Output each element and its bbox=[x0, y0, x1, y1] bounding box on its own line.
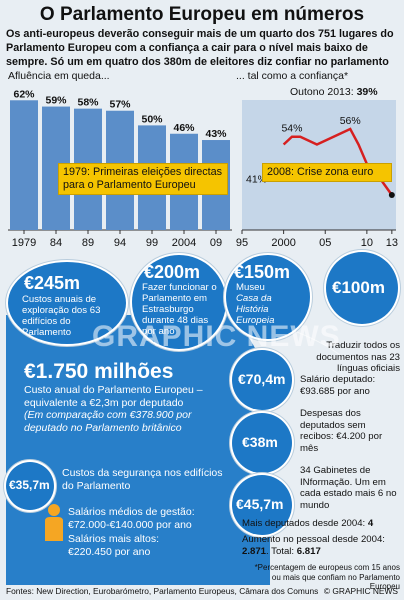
trust-point-label: 41% bbox=[246, 173, 267, 185]
extra-deputies: Mais deputados desde 2004: 4 bbox=[242, 518, 402, 530]
trust-tick-label: 95 bbox=[236, 237, 248, 249]
circle-245m: €245m Custos anuais de exploração dos 63… bbox=[8, 262, 126, 344]
circle-70m-value: €70,4m bbox=[238, 371, 286, 387]
trust-tick-label: 10 bbox=[361, 237, 373, 249]
circle-45m: €45,7m bbox=[232, 475, 292, 535]
turnout-tick-label: 99 bbox=[146, 237, 158, 249]
trust-latest-value: 39% bbox=[356, 86, 378, 98]
trust-point-label: 56% bbox=[340, 115, 361, 127]
staff-increase: Aumento no pessoal desde 2004: 2.871. To… bbox=[242, 534, 402, 557]
note-45m: 34 Gabinetes de INformação. Um em cada e… bbox=[300, 465, 397, 511]
circle-150m-text: Museu Casa da História Europeia bbox=[236, 282, 306, 326]
turnout-chart-title: Afluência em queda... bbox=[8, 70, 110, 82]
salaries-avg-value: €72.000-€140.000 por ano bbox=[68, 518, 192, 531]
trust-tick-label: 05 bbox=[319, 237, 331, 249]
turnout-tick-label: 89 bbox=[82, 237, 94, 249]
trust-tick-label: 13 bbox=[386, 237, 398, 249]
main-cost-block: €1.750 milhões Custo anual do Parlamento… bbox=[24, 360, 224, 434]
salaries-top-label: Salários mais altos: bbox=[68, 533, 160, 545]
trust-latest: Outono 2013: 39% bbox=[290, 86, 378, 98]
extra-deputies-label: Mais deputados desde 2004: bbox=[242, 518, 366, 529]
turnout-bar-label: 58% bbox=[77, 97, 99, 109]
circle-45m-value: €45,7m bbox=[236, 496, 284, 512]
turnout-tick-label: 84 bbox=[50, 237, 62, 249]
trust-chart-title: ... tal como a confiança* bbox=[236, 70, 349, 82]
footnote: *Percentagem de europeus com 15 anos ou … bbox=[254, 563, 400, 591]
trust-point-label: 54% bbox=[281, 123, 302, 135]
note-38m: Despesas dos deputados sem recibos: €4.2… bbox=[300, 408, 383, 454]
circle-245m-value: €245m bbox=[24, 273, 81, 293]
circle-245m-text: Custos anuais de exploração dos 63 edifí… bbox=[22, 294, 101, 338]
circle-200m-text: Fazer funcionar o Parlamento em Estrasbu… bbox=[142, 282, 217, 337]
note-70m-2: €93.685 por ano bbox=[300, 385, 370, 397]
staff-increase-v2: 6.817 bbox=[296, 545, 321, 557]
circle-100m: €100m bbox=[326, 252, 398, 324]
turnout-bar-label: 62% bbox=[13, 88, 35, 100]
main-cost-text-2: (Em comparação com €378.900 por deputado… bbox=[24, 409, 192, 434]
turnout-tick-label: 09 bbox=[210, 237, 222, 249]
circle-35m: €35,7m bbox=[6, 462, 54, 510]
salaries-block: Salários médios de gestão: €72.000-€140.… bbox=[68, 506, 238, 558]
staff-total-label: . Total: bbox=[266, 545, 295, 557]
circle-200m-value: €200m bbox=[144, 262, 201, 282]
staff-increase-v1: 2.871 bbox=[242, 545, 267, 557]
page-title: O Parlamento Europeu em números bbox=[39, 4, 365, 25]
turnout-bar-label: 50% bbox=[141, 113, 163, 125]
turnout-bar-label: 57% bbox=[109, 99, 131, 111]
main-cost-text-1: Custo anual do Parlamento Europeu – equi… bbox=[24, 384, 203, 409]
credit: © GRAPHIC NEWS bbox=[323, 586, 398, 596]
circle-150m-text-2: Casa da História Europeia bbox=[236, 293, 275, 326]
salaries-top-value: €220.450 por ano bbox=[68, 545, 151, 558]
circle-200m: €200m Fazer funcionar o Parlamento em Es… bbox=[132, 255, 226, 349]
circle-38m: €38m bbox=[232, 413, 292, 473]
note-100m: Traduzir todos os documentos nas 23 líng… bbox=[316, 340, 400, 374]
turnout-annotation: 1979: Primeiras eleições directas para o… bbox=[58, 163, 228, 195]
turnout-bar-label: 46% bbox=[173, 122, 195, 134]
trust-latest-point bbox=[388, 192, 395, 199]
circle-38m-value: €38m bbox=[242, 434, 278, 450]
intro-text: Os anti-europeus deverão conseguir mais … bbox=[6, 28, 394, 68]
circle-100m-value: €100m bbox=[332, 278, 385, 297]
circle-70m: €70,4m bbox=[232, 350, 292, 410]
note-35m: Custos da segurança nos edifícios do Par… bbox=[62, 467, 223, 492]
turnout-tick-label: 1979 bbox=[12, 237, 36, 249]
salaries-avg-label: Salários médios de gestão: bbox=[68, 506, 195, 518]
turnout-tick-label: 2004 bbox=[172, 237, 196, 249]
note-70m: Salário deputado: €93.685 por ano bbox=[300, 374, 400, 397]
staff-increase-text: Aumento no pessoal desde 2004: bbox=[242, 534, 385, 545]
circle-35m-value: €35,7m bbox=[9, 478, 50, 492]
trust-latest-label: Outono 2013: bbox=[290, 86, 354, 98]
turnout-bar-label: 43% bbox=[205, 128, 227, 140]
turnout-tick-label: 94 bbox=[114, 237, 126, 249]
main-cost-value: €1.750 milhões bbox=[24, 360, 174, 383]
person-icon bbox=[45, 504, 63, 541]
circle-150m-value: €150m bbox=[234, 262, 291, 282]
watermark: GRAPHIC NEWS bbox=[92, 320, 341, 353]
sources: Fontes: New Direction, Eurobarómetro, Pa… bbox=[6, 586, 319, 596]
turnout-bar-label: 59% bbox=[45, 95, 67, 107]
trust-tick-label: 2000 bbox=[271, 237, 295, 249]
extra-deputies-value: 4 bbox=[367, 518, 374, 529]
note-70m-1: Salário deputado: bbox=[300, 374, 376, 385]
turnout-bar bbox=[10, 100, 38, 231]
trust-annotation: 2008: Crise zona euro bbox=[262, 163, 392, 182]
circle-150m-text-1: Museu bbox=[236, 282, 265, 293]
circle-150m: €150m Museu Casa da História Europeia bbox=[226, 255, 310, 339]
